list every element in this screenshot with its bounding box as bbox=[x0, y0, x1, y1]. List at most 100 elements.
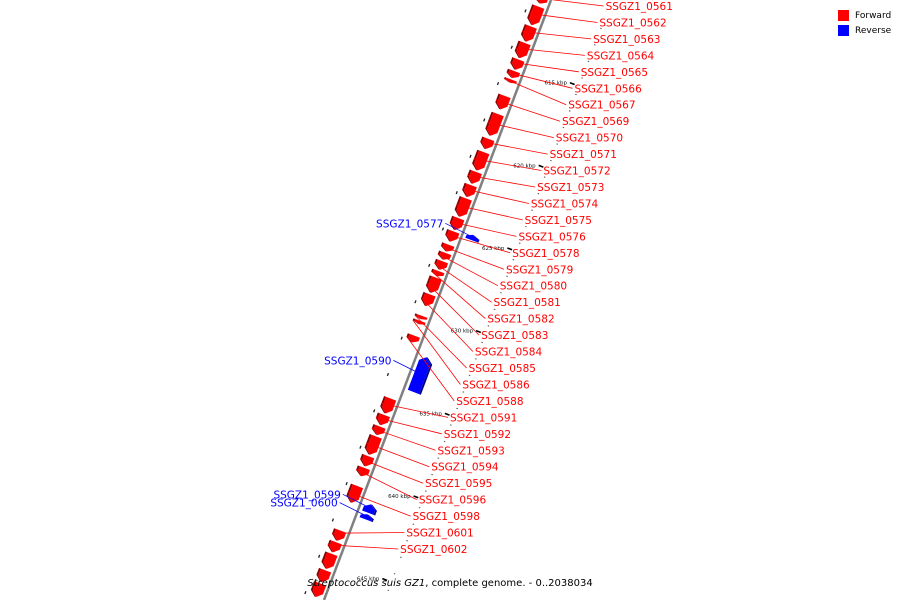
minor-tick-27 bbox=[431, 473, 433, 476]
gene-shade bbox=[380, 396, 386, 414]
minor-tick-34 bbox=[387, 589, 390, 592]
gene-unlabeled-38 bbox=[321, 551, 338, 569]
gene-ssgz1-0601 bbox=[332, 528, 347, 541]
gene-label: SSGZ1_0583 bbox=[481, 330, 548, 342]
gene-label: SSGZ1_0586 bbox=[462, 379, 530, 391]
strand-tick-6 bbox=[441, 227, 445, 231]
callout-line bbox=[440, 245, 505, 270]
gene-ssgz1-0599 bbox=[362, 504, 377, 516]
tick-label-0: 615 kbp bbox=[545, 81, 568, 87]
callout-line bbox=[414, 314, 467, 369]
reverse-swatch bbox=[838, 25, 849, 36]
gene-shade bbox=[406, 333, 413, 343]
gene-label: SSGZ1_0582 bbox=[487, 314, 554, 326]
minor-tick-7 bbox=[556, 143, 559, 145]
minor-tick-15 bbox=[506, 275, 509, 278]
minor-tick-13 bbox=[518, 242, 521, 244]
gene-shade bbox=[506, 68, 513, 78]
callout-line bbox=[515, 47, 585, 56]
gene-shade bbox=[454, 196, 462, 217]
strand-tick-13 bbox=[345, 481, 348, 486]
callout-line bbox=[456, 204, 523, 221]
gene-shade bbox=[356, 465, 362, 477]
gene-body bbox=[497, 94, 511, 110]
gene-body bbox=[537, 0, 548, 4]
minor-tick-6 bbox=[562, 126, 565, 129]
minor-tick-31 bbox=[406, 540, 408, 542]
gene-label: SSGZ1_0595 bbox=[425, 478, 492, 490]
gene-label: SSGZ1_0573 bbox=[537, 182, 604, 194]
minor-tick-14 bbox=[512, 259, 515, 261]
callout-line bbox=[521, 31, 592, 40]
minor-tick-29 bbox=[418, 506, 421, 509]
strand-tick-2 bbox=[496, 81, 500, 86]
gene-label: SSGZ1_0571 bbox=[550, 149, 617, 161]
gene-shade bbox=[425, 275, 432, 293]
gene-label: SSGZ1_0572 bbox=[543, 166, 610, 178]
gene-body bbox=[323, 552, 338, 569]
gene-body bbox=[512, 57, 525, 70]
gene-ssgz1-0578 bbox=[445, 229, 460, 242]
genome-backbone bbox=[322, 0, 553, 600]
gene-shade bbox=[472, 234, 480, 243]
gene-shade bbox=[370, 504, 377, 516]
minor-tick-16 bbox=[500, 292, 502, 294]
strand-tick-9 bbox=[400, 336, 403, 340]
gene-label: SSGZ1_0600 bbox=[270, 498, 337, 510]
gene-body bbox=[416, 314, 428, 320]
tick-mark-4 bbox=[444, 412, 450, 416]
gene-label: SSGZ1_0591 bbox=[450, 412, 517, 424]
tick-mark-1 bbox=[538, 164, 544, 168]
minor-tick-22 bbox=[462, 391, 465, 393]
map-caption: Streptococcus suis GZ1, complete genome.… bbox=[0, 578, 900, 589]
gene-shade bbox=[371, 424, 378, 435]
gene-ssgz1-0595 bbox=[360, 453, 375, 467]
gene-label: SSGZ1_0578 bbox=[512, 248, 579, 260]
strand-tick-12 bbox=[359, 445, 362, 449]
minor-tick-11 bbox=[531, 209, 534, 211]
gene-label: SSGZ1_0599 bbox=[273, 489, 340, 501]
minor-tick-2 bbox=[587, 60, 590, 63]
forward-swatch bbox=[838, 10, 849, 21]
minor-tick-19 bbox=[481, 341, 484, 344]
gene-body bbox=[373, 424, 386, 435]
gene-body bbox=[506, 77, 517, 84]
gene-shade bbox=[431, 268, 438, 277]
gene-shade bbox=[495, 93, 501, 110]
callout-line bbox=[450, 221, 517, 237]
gene-ssgz1-0565 bbox=[510, 57, 525, 70]
gene-shade bbox=[472, 149, 480, 171]
strand-tick-1 bbox=[510, 45, 513, 49]
tick-label-1: 620 kbp bbox=[513, 163, 536, 169]
callout-line bbox=[528, 12, 598, 23]
gene-layer bbox=[310, 0, 548, 597]
gene-label: SSGZ1_0564 bbox=[587, 50, 655, 62]
callout-line bbox=[551, 0, 604, 7]
gene-shade bbox=[412, 318, 420, 325]
minor-tick-28 bbox=[424, 490, 427, 492]
callout-line bbox=[421, 297, 474, 352]
gene-shade bbox=[414, 313, 422, 320]
callout-line bbox=[473, 158, 542, 171]
gene-body bbox=[366, 434, 382, 455]
tick-label-2: 625 kbp bbox=[482, 246, 505, 252]
gene-shade bbox=[360, 453, 366, 467]
gene-body bbox=[529, 5, 545, 26]
strand-tick-8 bbox=[414, 300, 417, 304]
callout-line bbox=[495, 99, 561, 122]
gene-shade bbox=[510, 57, 516, 70]
callout-line bbox=[462, 188, 529, 204]
callout-line bbox=[406, 336, 455, 402]
gene-body bbox=[516, 41, 531, 59]
gene-label: SSGZ1_0585 bbox=[469, 363, 536, 375]
gene-ssgz1-0583 bbox=[425, 275, 442, 293]
gene-body bbox=[522, 24, 537, 42]
minor-tick-23 bbox=[456, 407, 459, 410]
gene-body bbox=[318, 568, 332, 583]
callout-line bbox=[342, 493, 377, 512]
gene-label: SSGZ1_0596 bbox=[419, 495, 487, 507]
gene-label: SSGZ1_0601 bbox=[406, 528, 473, 540]
gene-body bbox=[439, 251, 452, 260]
gene-label: SSGZ1_0593 bbox=[438, 445, 505, 457]
